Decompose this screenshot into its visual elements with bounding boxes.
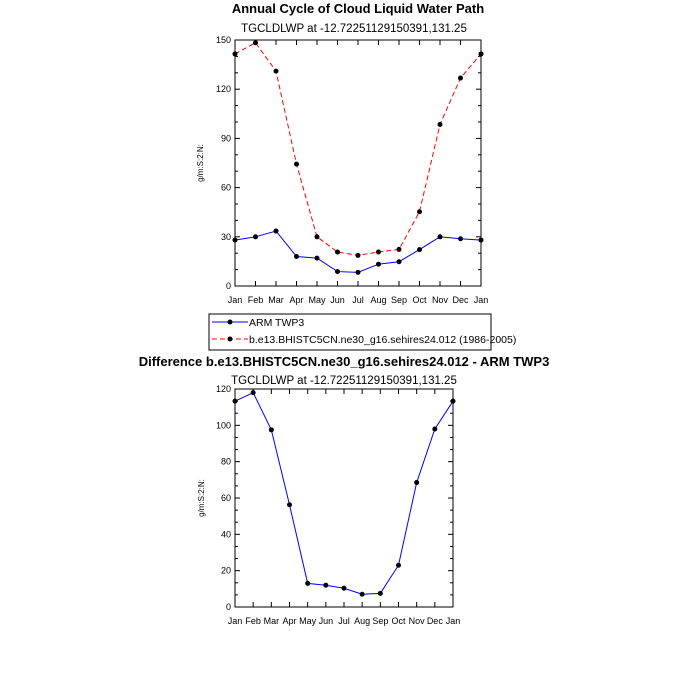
legend-box xyxy=(208,313,492,351)
chart2-ytick-label: 20 xyxy=(221,566,231,576)
chart2-xtick-label-aug: Aug xyxy=(354,616,370,626)
chart2-xtick-label-feb: Feb xyxy=(245,616,261,626)
chart2-series-0-point xyxy=(268,427,274,433)
chart1-series-1-point xyxy=(294,161,299,167)
chart2-title: Difference b.e13.BHISTC5CN.ne30_g16.sehi… xyxy=(139,354,550,369)
chart1-xtick-label-jun: Jun xyxy=(330,295,345,305)
chart1-ytick-label: 30 xyxy=(221,232,231,242)
chart1-ytick-label: 90 xyxy=(221,133,231,143)
chart1-series-1-point xyxy=(314,234,320,240)
chart2-ytick-label: 0 xyxy=(226,602,231,612)
chart1-series-0-point xyxy=(273,228,279,234)
chart2-series-0-point xyxy=(250,390,256,396)
chart1-series-1-point xyxy=(417,209,422,215)
chart2-series-line-0 xyxy=(234,391,454,595)
chart2-series-0-point xyxy=(323,582,329,588)
chart1-series-1-point xyxy=(232,51,238,57)
chart1-series-0-point xyxy=(335,269,340,275)
chart1-series-0-point xyxy=(314,255,320,261)
chart1-ytick-label: 120 xyxy=(216,84,231,94)
legend-marker-arm xyxy=(227,319,233,325)
chart2-xtick-label-jul: Jul xyxy=(338,616,350,626)
chart2-series-0-point xyxy=(432,426,438,432)
chart1-xtick-label-may: May xyxy=(308,295,326,305)
legend: ARM TWP3 b.e13.BHISTC5CN.ne30_g16.sehire… xyxy=(208,313,516,351)
chart1-plot: 0 30 60 90 120 150 Jan Feb Mar Apr May Jun Jul Aug Sep… xyxy=(216,35,488,305)
chart1-series-1-point xyxy=(458,75,463,81)
chart1-series-0-point xyxy=(294,253,299,259)
chart1-series-0-point xyxy=(458,236,463,242)
chart1-ylabel: g/m:S:2:N: xyxy=(196,144,205,182)
chart2-ytick-label: 100 xyxy=(216,420,231,430)
chart2-ylabel: g/m:S:2:N: xyxy=(197,479,206,517)
legend-label-arm: ARM TWP3 xyxy=(249,317,304,329)
chart1-series-0-point xyxy=(478,237,484,243)
chart2-xtick-label-jan: Jan xyxy=(228,616,243,626)
chart1-xtick-label-jan: Jan xyxy=(474,295,489,305)
chart2-xtick-label-oct: Oct xyxy=(391,616,406,626)
chart1-subtitle: TGCLDLWP at -12.72251129150391,131.25 xyxy=(241,23,467,35)
chart2-subtitle: TGCLDLWP at -12.72251129150391,131.25 xyxy=(231,375,457,387)
chart1-series-1-point xyxy=(273,68,279,74)
chart1-xtick-label-jan: Jan xyxy=(228,295,243,305)
chart2-xtick-label-apr: Apr xyxy=(282,616,296,626)
chart1-frame xyxy=(234,39,482,287)
chart2-series-0-point xyxy=(287,502,292,508)
chart1-series-1-point xyxy=(396,246,402,252)
chart1-series-0-point xyxy=(253,234,258,240)
chart1-series-1-point xyxy=(437,121,443,127)
chart1-xtick-label-jul: Jul xyxy=(352,295,364,305)
legend-marker-model xyxy=(227,336,233,342)
chart1-series-1-point xyxy=(355,252,361,258)
chart1-series-0-point xyxy=(376,261,381,267)
chart1-ytick-label: 60 xyxy=(221,183,231,193)
chart1-series-1-point xyxy=(335,249,340,255)
chart1-series-0-point xyxy=(355,269,361,275)
chart1-series-line-0 xyxy=(234,230,482,273)
chart2-xtick-label-sep: Sep xyxy=(372,616,388,626)
chart2-xtick-label-dec: Dec xyxy=(427,616,444,626)
chart1-title: Annual Cycle of Cloud Liquid Water Path xyxy=(232,1,484,16)
chart1-series-0-point xyxy=(417,247,422,253)
chart2-ytick-label: 60 xyxy=(221,493,231,503)
chart1-xtick-label-sep: Sep xyxy=(391,295,407,305)
legend-label-model: b.e13.BHISTC5CN.ne30_g16.sehires24.012 (… xyxy=(249,334,516,346)
chart1-xtick-label-oct: Oct xyxy=(412,295,427,305)
chart2-xtick-label-jan: Jan xyxy=(446,616,461,626)
chart1-xtick-label-apr: Apr xyxy=(289,295,303,305)
chart1-series-1-point xyxy=(253,40,258,46)
chart2-ytick-label: 80 xyxy=(221,457,231,467)
chart2-series-0-point xyxy=(450,398,456,404)
chart1-ytick-label: 150 xyxy=(216,35,231,45)
chart2-series-0-point xyxy=(396,562,401,568)
chart2-ytick-label: 40 xyxy=(221,529,231,539)
chart2-series-0-point xyxy=(414,480,420,486)
chart1-series-0-point xyxy=(232,237,238,243)
chart1-ytick-label: 0 xyxy=(226,281,231,291)
chart1-series-0-point xyxy=(396,259,402,265)
chart2-xtick-label-jun: Jun xyxy=(319,616,334,626)
chart1-series-line-1 xyxy=(234,42,482,256)
chart2-ytick-label: 120 xyxy=(216,384,231,394)
chart2-series-0-point xyxy=(341,585,347,591)
chart2-series-0-point xyxy=(359,591,365,597)
chart1-series-0-point xyxy=(437,234,443,240)
chart1-xtick-label-aug: Aug xyxy=(370,295,386,305)
chart2-xtick-label-nov: Nov xyxy=(409,616,426,626)
chart1-xtick-label-mar: Mar xyxy=(268,295,284,305)
chart2-series-0-point xyxy=(377,590,383,596)
chart1-series-1-point xyxy=(376,249,381,255)
chart1-series-1-point xyxy=(478,51,484,57)
chart2-series-0-point xyxy=(232,398,238,404)
chart1-xtick-label-feb: Feb xyxy=(248,295,264,305)
chart2-series-0-point xyxy=(305,580,311,586)
chart2-xtick-label-mar: Mar xyxy=(264,616,280,626)
chart2-xtick-label-may: May xyxy=(299,616,317,626)
chart1-xtick-label-dec: Dec xyxy=(452,295,469,305)
chart1-xtick-label-nov: Nov xyxy=(432,295,449,305)
